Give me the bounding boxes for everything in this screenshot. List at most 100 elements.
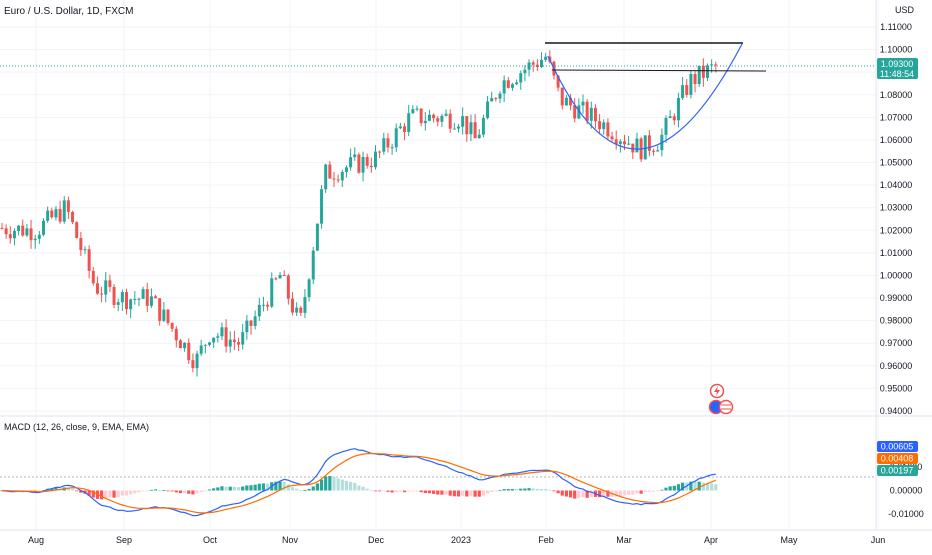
candle-body <box>170 322 174 329</box>
macd-value-badge <box>877 453 918 464</box>
candle-body <box>199 345 203 354</box>
macd-hist-bar <box>332 476 336 491</box>
price-tick-label: 1.01000 <box>880 248 913 258</box>
candle-body <box>585 101 589 121</box>
candle-body <box>183 342 187 349</box>
candle-body <box>37 234 41 239</box>
candle-body <box>133 299 137 301</box>
macd-hist-bar <box>461 490 465 496</box>
macd-hist-bar <box>581 490 585 498</box>
price-axis[interactable]: 1.110001.100001.090001.080001.070001.060… <box>880 22 913 416</box>
candle-body <box>195 353 199 369</box>
candle-body <box>299 307 303 313</box>
macd-hist-bar <box>606 490 610 497</box>
candle-body <box>320 189 324 224</box>
candle-body <box>407 113 411 132</box>
candle-body <box>42 220 45 235</box>
macd-hist-bar <box>386 490 390 492</box>
candle-body <box>129 299 133 310</box>
macd-hist-bar <box>697 481 701 491</box>
macd-hist-bar <box>274 481 278 491</box>
macd-hist-bar <box>145 490 149 492</box>
candle-body <box>33 238 37 241</box>
macd-hist-bar <box>66 487 70 491</box>
macd-hist-bar <box>120 490 124 496</box>
candle-body <box>411 109 415 114</box>
candle-body <box>494 98 498 100</box>
candle-body <box>427 114 431 121</box>
candle-body <box>212 337 216 343</box>
candle-body <box>676 97 680 121</box>
candle-body <box>307 279 311 298</box>
candle-body <box>573 105 577 119</box>
candle-body <box>486 101 490 119</box>
macd-hist-bar <box>681 482 685 491</box>
macd-hist-bar <box>423 490 427 494</box>
candle-body <box>216 336 220 338</box>
macd-hist-bar <box>295 488 299 491</box>
price-tick-label: 1.10000 <box>880 45 913 55</box>
candle-body <box>374 151 377 168</box>
candle-body <box>224 327 228 347</box>
macd-hist-bar <box>315 483 319 491</box>
price-tick-label: 1.03000 <box>880 203 913 213</box>
candle-body <box>419 108 423 124</box>
price-tick-label: 0.97000 <box>880 338 913 348</box>
macd-hist-bar <box>382 490 386 492</box>
macd-hist-bar <box>469 490 473 497</box>
macd-hist-bar <box>50 488 54 491</box>
candle-body <box>291 298 294 313</box>
macd-hist-bar <box>203 490 207 492</box>
macd-hist-bar <box>394 490 398 492</box>
macd-hist-bar <box>448 490 452 496</box>
macd-hist-bar <box>456 490 461 497</box>
candle-body <box>208 342 211 345</box>
candle-body <box>116 302 120 305</box>
macd-hist-bar <box>523 488 527 491</box>
time-axis-label: Mar <box>616 535 632 545</box>
macd-title: MACD (12, 26, close, 9, EMA, EMA) <box>4 422 149 432</box>
candle-body <box>415 108 419 110</box>
candle-body <box>656 150 660 152</box>
candle-body <box>0 228 4 230</box>
candle-body <box>178 340 182 349</box>
us-flag-event-icon[interactable] <box>708 399 734 415</box>
macd-hist-bar <box>710 483 714 491</box>
time-axis[interactable]: Aug Sep Oct Nov Dec 2023 Feb Mar Apr May Jun <box>28 535 885 545</box>
candle-body <box>527 62 531 70</box>
candle-body <box>710 64 714 66</box>
macd-hist-bar <box>245 485 249 491</box>
macd-hist-bar <box>531 488 535 491</box>
macd-hist-bar <box>100 490 104 500</box>
candle-body <box>436 118 440 122</box>
macd-hist-bar <box>170 490 174 492</box>
macd-hist-bar <box>207 489 212 491</box>
candle-body <box>282 274 286 276</box>
candle-body <box>46 210 50 221</box>
candle-body <box>353 154 357 158</box>
candle-body <box>598 121 602 130</box>
macd-hist-bar <box>564 490 568 497</box>
macd-hist-bar <box>79 490 83 493</box>
candle-body <box>452 128 456 130</box>
candle-body <box>461 116 465 127</box>
candle-body <box>369 165 373 168</box>
last-price-value: 1.09300 <box>881 59 914 69</box>
macd-hist-bar <box>411 490 415 492</box>
candle-body <box>12 230 16 239</box>
macd-hist-bar <box>266 483 270 491</box>
macd-hist-bar <box>249 485 253 491</box>
macd-hist-bar <box>589 490 593 497</box>
candle-body <box>403 126 407 132</box>
candle-body <box>652 150 656 152</box>
flash-event-icon[interactable] <box>709 383 725 399</box>
macd-hist-bar <box>701 482 705 491</box>
candle-body <box>87 249 91 271</box>
macd-hist-bar <box>303 490 307 491</box>
price-tick-label: 1.04000 <box>880 180 913 190</box>
candle-body <box>295 307 299 313</box>
candle-body <box>311 250 315 280</box>
macd-hist-bar <box>353 482 357 491</box>
macd-hist-bar <box>149 489 153 491</box>
